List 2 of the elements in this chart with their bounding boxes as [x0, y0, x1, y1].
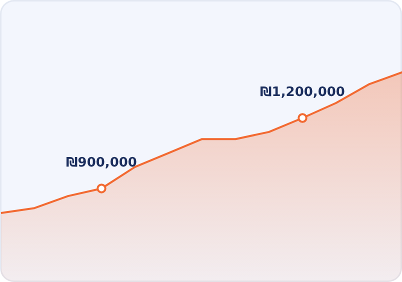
annotation: ₪900,000	[66, 155, 137, 170]
annotation: ₪1,200,000	[260, 85, 345, 100]
